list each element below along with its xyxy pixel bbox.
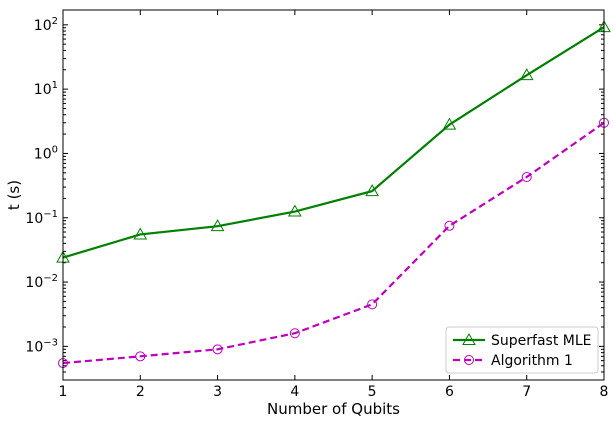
data-point	[367, 299, 378, 310]
axis-ticks	[62, 10, 605, 381]
x-tick-labels: 1 2 3 4 5 6 7 8	[59, 384, 609, 400]
series-layer	[56, 20, 611, 369]
y-tick-label: 10−2	[25, 273, 58, 291]
x-tick-label: 3	[213, 384, 222, 400]
data-point	[444, 220, 455, 231]
data-point	[212, 344, 223, 355]
data-point	[133, 227, 148, 240]
legend: Superfast MLE Algorithm 1	[445, 326, 599, 374]
plot-frame	[62, 9, 605, 381]
x-tick-label: 1	[59, 384, 68, 400]
y-tick-label: 10−1	[25, 209, 58, 227]
y-tick-label: 101	[34, 80, 58, 98]
y-axis-label: t (s)	[5, 180, 23, 210]
y-tick-label: 10−3	[25, 337, 58, 355]
data-point	[210, 219, 225, 232]
x-tick-label: 5	[368, 384, 377, 400]
legend-entry: Superfast MLE	[453, 332, 591, 349]
data-point	[519, 68, 534, 81]
x-tick-label: 7	[522, 384, 531, 400]
legend-label: Algorithm 1	[491, 353, 573, 369]
data-point	[289, 328, 300, 339]
x-tick-label: 4	[290, 384, 299, 400]
y-tick-label: 102	[34, 16, 58, 34]
x-tick-label: 2	[136, 384, 145, 400]
x-tick-label: 6	[445, 384, 454, 400]
legend-marker	[462, 332, 476, 345]
x-axis-label: Number of Qubits	[267, 400, 400, 418]
y-tick-labels: 10−3 10−2 10−1 100 101 102	[25, 16, 58, 356]
data-point	[365, 184, 380, 197]
legend-box	[445, 326, 599, 374]
series-1	[56, 20, 611, 263]
data-point	[135, 351, 146, 362]
legend-label: Superfast MLE	[491, 333, 591, 349]
y-tick-label: 100	[34, 144, 58, 162]
data-point	[287, 204, 302, 217]
legend-marker	[464, 355, 474, 365]
data-point	[442, 117, 457, 130]
data-point	[521, 172, 532, 183]
series-line	[62, 26, 605, 259]
x-tick-label: 8	[600, 384, 609, 400]
series-line	[62, 121, 605, 365]
legend-entry: Algorithm 1	[453, 353, 573, 369]
